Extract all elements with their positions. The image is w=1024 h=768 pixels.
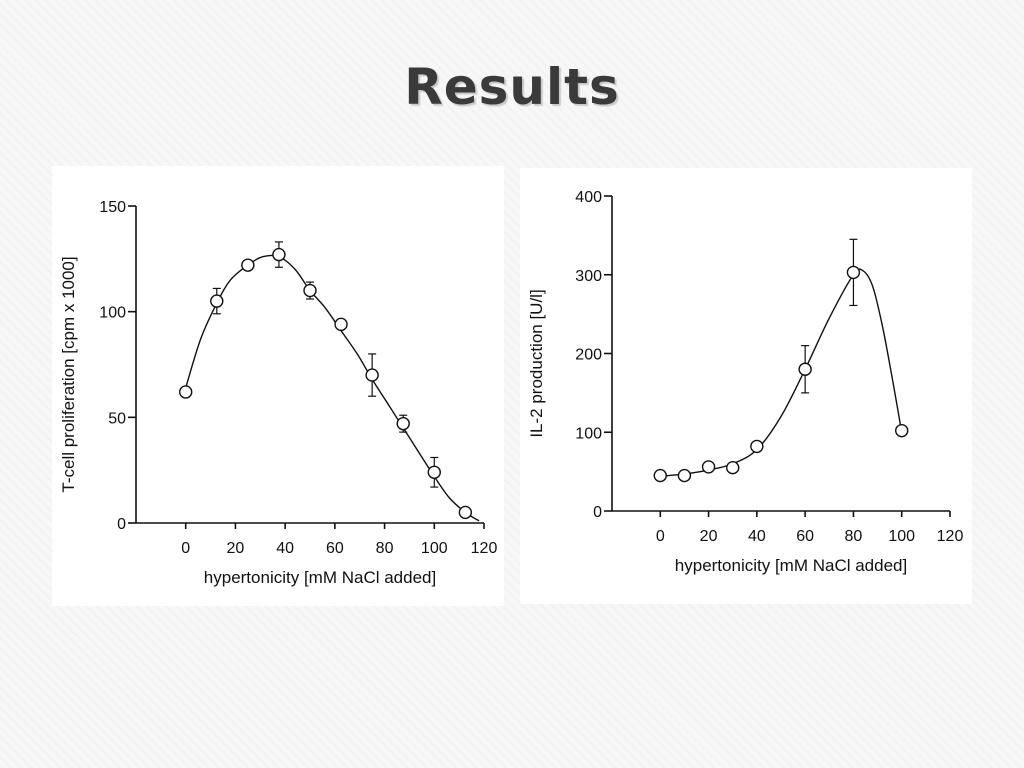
data-point bbox=[303, 283, 317, 298]
data-point bbox=[798, 362, 812, 376]
data-point bbox=[210, 294, 224, 308]
x-tick-label: 80 bbox=[376, 540, 394, 557]
data-point bbox=[272, 247, 286, 262]
x-tick-label: 0 bbox=[656, 528, 665, 545]
chart-panel-proliferation: 0 50 100 150 0 20 40 60 80 100 120 hypertonicity [m… bbox=[52, 166, 504, 606]
x-tick-label: 100 bbox=[421, 540, 448, 557]
y-tick-label: 50 bbox=[108, 410, 126, 427]
data-point bbox=[241, 258, 255, 272]
x-tick-label: 40 bbox=[276, 540, 294, 557]
y-tick-label: 100 bbox=[99, 305, 126, 322]
y-tick-label: 100 bbox=[575, 425, 602, 442]
data-point bbox=[726, 460, 740, 475]
y-tick-label: 150 bbox=[99, 199, 126, 216]
x-tick-label: 20 bbox=[700, 528, 718, 545]
data-point bbox=[895, 423, 909, 438]
data-point bbox=[396, 416, 410, 431]
x-tick-label: 80 bbox=[845, 528, 863, 545]
y-tick-label: 0 bbox=[593, 504, 602, 521]
x-axis-label: hypertonicity [mM NaCl added] bbox=[204, 568, 436, 587]
il2-chart: 0 100 200 300 400 0 20 40 60 80 100 120 hypertonicit… bbox=[527, 189, 964, 575]
proliferation-chart: 0 50 100 150 0 20 40 60 80 100 120 hypertonicity [m… bbox=[59, 199, 498, 587]
y-tick-label: 400 bbox=[575, 189, 602, 206]
chart-panel-il2: 0 100 200 300 400 0 20 40 60 80 100 120 hypertonicit… bbox=[520, 168, 972, 604]
data-point bbox=[701, 460, 716, 474]
x-axis-label: hypertonicity [mM NaCl added] bbox=[675, 556, 907, 575]
data-point bbox=[458, 505, 473, 520]
y-axis-label: IL-2 production [U/l] bbox=[527, 289, 546, 437]
data-point bbox=[427, 465, 441, 479]
x-tick-label: 0 bbox=[181, 540, 190, 557]
y-tick-label: 300 bbox=[575, 268, 602, 285]
slide-title: Results bbox=[404, 58, 620, 116]
fit-curve bbox=[660, 268, 903, 478]
x-tick-label: 20 bbox=[227, 540, 245, 557]
data-point bbox=[750, 439, 764, 454]
data-point bbox=[365, 368, 379, 382]
data-point bbox=[653, 468, 667, 483]
x-tick-label: 100 bbox=[888, 528, 915, 545]
data-point bbox=[846, 265, 861, 280]
x-tick-label: 40 bbox=[748, 528, 766, 545]
x-tick-label: 60 bbox=[796, 528, 814, 545]
data-point bbox=[677, 468, 692, 483]
fit-curve bbox=[185, 254, 480, 522]
y-tick-label: 0 bbox=[117, 516, 126, 533]
data-point bbox=[179, 385, 193, 399]
x-tick-label: 60 bbox=[326, 540, 344, 557]
x-tick-label: 120 bbox=[471, 540, 498, 557]
y-tick-label: 200 bbox=[575, 347, 602, 364]
y-axis-label: T-cell proliferation [cpm x 1000] bbox=[59, 256, 78, 492]
x-tick-label: 120 bbox=[937, 528, 964, 545]
data-point bbox=[334, 317, 348, 332]
